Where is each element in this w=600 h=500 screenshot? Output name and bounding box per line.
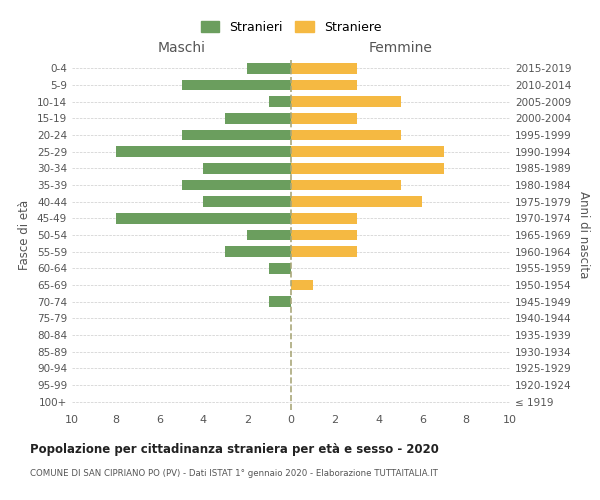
Bar bbox=[116, 213, 291, 224]
Bar bbox=[291, 213, 357, 224]
Bar bbox=[247, 230, 291, 240]
Text: Maschi: Maschi bbox=[157, 41, 205, 55]
Y-axis label: Fasce di età: Fasce di età bbox=[19, 200, 31, 270]
Bar bbox=[291, 80, 357, 90]
Bar bbox=[181, 80, 291, 90]
Text: Femmine: Femmine bbox=[368, 41, 433, 55]
Bar bbox=[247, 63, 291, 74]
Bar bbox=[291, 246, 357, 257]
Bar bbox=[269, 263, 291, 274]
Bar bbox=[291, 163, 445, 174]
Text: Popolazione per cittadinanza straniera per età e sesso - 2020: Popolazione per cittadinanza straniera p… bbox=[30, 442, 439, 456]
Bar bbox=[226, 113, 291, 124]
Y-axis label: Anni di nascita: Anni di nascita bbox=[577, 192, 590, 278]
Bar bbox=[116, 146, 291, 157]
Bar bbox=[291, 146, 445, 157]
Bar bbox=[291, 180, 401, 190]
Bar bbox=[203, 196, 291, 207]
Bar bbox=[291, 96, 401, 107]
Bar bbox=[291, 280, 313, 290]
Bar bbox=[291, 130, 401, 140]
Bar bbox=[291, 113, 357, 124]
Legend: Stranieri, Straniere: Stranieri, Straniere bbox=[197, 18, 385, 38]
Bar bbox=[291, 230, 357, 240]
Bar bbox=[181, 130, 291, 140]
Bar bbox=[181, 180, 291, 190]
Text: COMUNE DI SAN CIPRIANO PO (PV) - Dati ISTAT 1° gennaio 2020 - Elaborazione TUTTA: COMUNE DI SAN CIPRIANO PO (PV) - Dati IS… bbox=[30, 469, 438, 478]
Bar bbox=[291, 196, 422, 207]
Bar bbox=[203, 163, 291, 174]
Bar bbox=[269, 296, 291, 307]
Bar bbox=[226, 246, 291, 257]
Bar bbox=[291, 63, 357, 74]
Bar bbox=[269, 96, 291, 107]
